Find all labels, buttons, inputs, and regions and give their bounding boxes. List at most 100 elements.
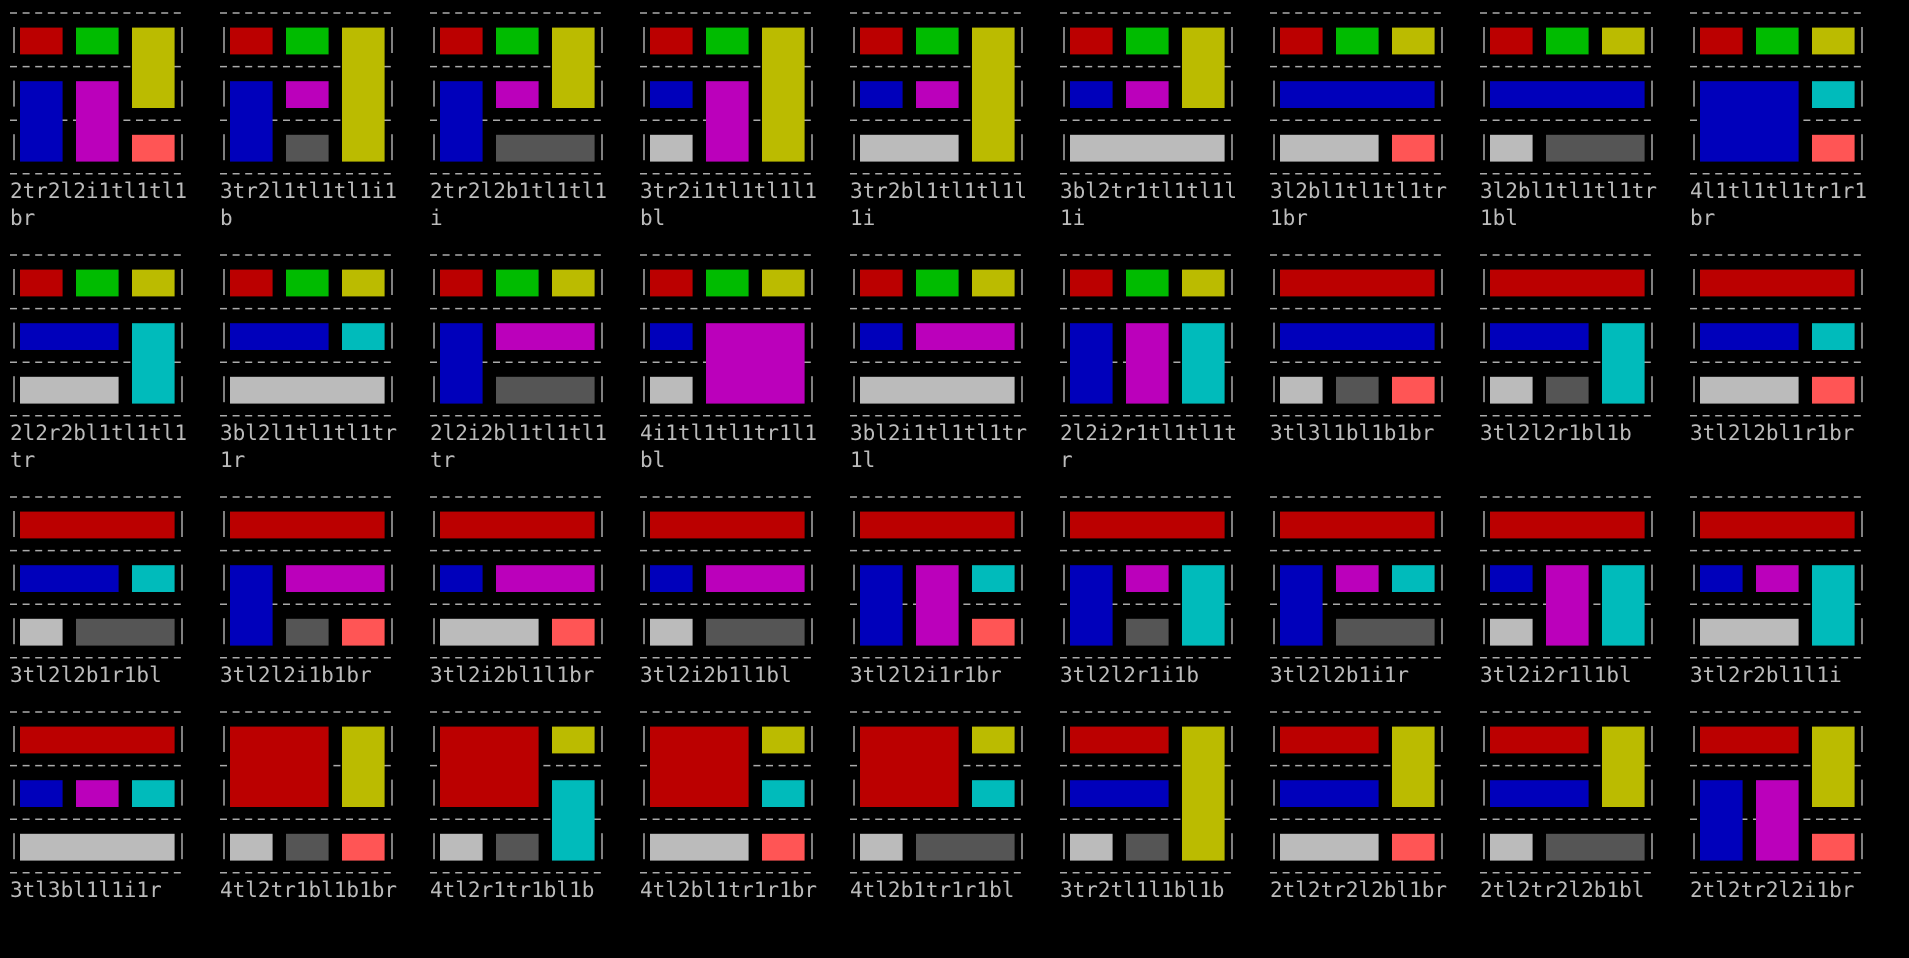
layout-grid: 2tr2l2i1tl1tl1br 3tr2l1tl1tl1i1b 2tr2l2b1t… [10,10,1880,904]
layout-block [1700,27,1743,55]
layout-block [1700,618,1799,646]
layout-block [1070,780,1169,807]
layout-cell: 2tr2l2i1tl1tl1br [10,10,200,232]
layout-diagram [1480,12,1656,175]
layout-block [1280,833,1379,861]
layout-diagram [1270,254,1446,417]
layout-block [650,565,693,592]
layout-block [1280,81,1435,108]
layout-cell: 4tl2r1tr1bl1b [430,709,620,904]
layout-block [972,726,1015,754]
layout-block [1126,565,1169,592]
layout-block [342,833,385,861]
layout-block [706,565,805,592]
layout-cell: 3bl2tr1tl1tl1l1i [1060,10,1250,232]
layout-label: 3tl2l2bl1r1br [1690,421,1855,445]
layout-block [230,269,273,297]
layout-label: 3tl2l2i1r1br [850,663,1002,687]
layout-block [762,833,805,861]
layout-block [440,27,483,55]
layout-block [552,27,595,109]
layout-diagram [430,12,606,175]
layout-label: 2tl2tr2l2bl1br [1270,878,1448,902]
layout-block [230,726,329,807]
layout-label: 2l2i2r1tl1tl1tr [1060,421,1238,472]
layout-diagram [220,254,396,417]
layout-block [1546,134,1645,162]
layout-block [1182,27,1225,109]
layout-block [1070,565,1113,646]
layout-block [552,269,595,297]
layout-label: 3tr2l1tl1tl1i1b [220,179,398,230]
layout-block [1280,726,1379,754]
layout-cell: 3tl2l2r1bl1b [1480,252,1670,447]
layout-block [1700,511,1855,539]
layout-label: 4tl2b1tr1r1bl [850,878,1015,902]
layout-block [860,81,903,108]
layout-block [1280,565,1323,646]
layout-label: 4tl2r1tr1bl1b [430,878,595,902]
layout-cell: 2tl2tr2l2bl1br [1270,709,1460,904]
layout-block [1602,726,1645,807]
layout-block [1490,511,1645,539]
layout-label: 3tl3l1bl1b1br [1270,421,1435,445]
layout-block [860,511,1015,539]
layout-cell: 3tl2l2i1b1br [220,494,410,689]
layout-label: 2tl2tr2l2i1br [1690,878,1855,902]
layout-block [1490,269,1645,297]
layout-block [1602,27,1645,55]
layout-cell: 3tr2tl1l1bl1b [1060,709,1250,904]
layout-label: 2tl2tr2l2b1bl [1480,878,1645,902]
layout-block [342,323,385,350]
layout-block [650,323,693,350]
layout-block [1700,81,1799,162]
layout-block [650,27,693,55]
layout-label: 3tl2r2bl1l1i [1690,663,1842,687]
layout-block [496,833,539,861]
layout-cell: 2tr2l2b1tl1tl1i [430,10,620,232]
layout-diagram [850,496,1026,659]
layout-cell: 3tl2r2bl1l1i [1690,494,1880,689]
layout-cell: 2l2i2r1tl1tl1tr [1060,252,1250,474]
layout-block [440,81,483,162]
layout-cell: 3bl2i1tl1tl1tr1l [850,252,1040,474]
layout-cell: 3l2bl1tl1tl1tr1bl [1480,10,1670,232]
layout-block [706,81,749,162]
layout-diagram [1060,711,1236,874]
layout-block [132,323,175,404]
layout-cell: 3tl3l1bl1b1br [1270,252,1460,447]
layout-block [76,81,119,162]
layout-block [20,565,119,592]
layout-block [132,780,175,807]
layout-label: 3tl2i2bl1l1br [430,663,595,687]
layout-label: 3tl2l2b1r1bl [10,663,162,687]
layout-block [706,323,805,404]
layout-block [286,833,329,861]
layout-block [1812,81,1855,108]
layout-block [650,726,749,807]
layout-label: 3tl2l2r1i1b [1060,663,1200,687]
layout-diagram [850,12,1026,175]
layout-diagram [1690,254,1866,417]
layout-block [972,618,1015,646]
layout-block [1126,618,1169,646]
layout-label: 4i1tl1tl1tr1l1bl [640,421,818,472]
layout-block [552,780,595,861]
layout-block [860,27,903,55]
layout-cell: 3tl2l2i1r1br [850,494,1040,689]
layout-block [1126,323,1169,404]
layout-block [1126,269,1169,297]
layout-label: 3tl2l2b1i1r [1270,663,1410,687]
layout-block [132,27,175,109]
layout-block [1490,780,1589,807]
layout-block [20,81,63,162]
layout-block [230,833,273,861]
layout-diagram [640,711,816,874]
layout-block [286,618,329,646]
layout-block [1126,833,1169,861]
layout-label: 4l1tl1tl1tr1r1br [1690,179,1868,230]
layout-diagram [10,254,186,417]
layout-block [1280,323,1435,350]
layout-label: 3tl3bl1l1i1r [10,878,162,902]
